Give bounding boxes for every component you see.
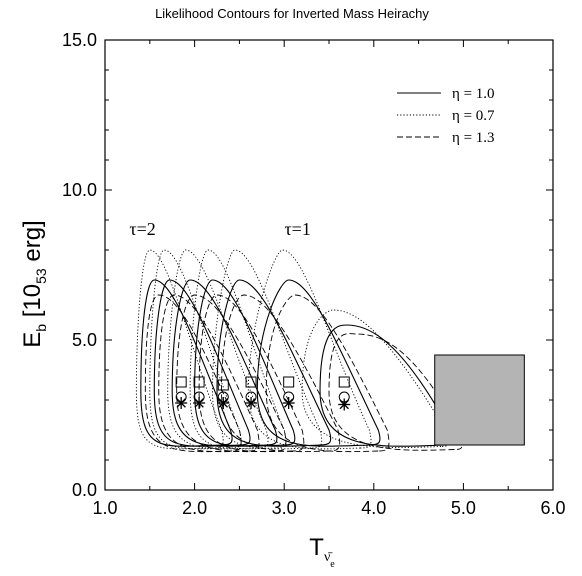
y-tick-label: 10.0: [62, 180, 97, 200]
legend-label: η = 1.3: [452, 130, 495, 146]
y-axis: 0.0 5.0 10.0 15.0: [62, 30, 553, 500]
marker-square: [245, 376, 257, 388]
x-axis-label-sub: ν̄: [324, 550, 333, 565]
x-axis-label: Tν̄e: [309, 534, 335, 570]
x-tick-label: 2.0: [182, 498, 207, 518]
legend: η = 1.0 η = 0.7 η = 1.3: [397, 86, 495, 146]
marker-star: [194, 398, 204, 408]
contour-solid: [216, 279, 332, 447]
contour-dashed: [265, 294, 390, 453]
x-tick-label: 5.0: [451, 498, 476, 518]
x-axis: 1.0 2.0 3.0 4.0 5.0 6.0: [92, 40, 566, 518]
y-axis-label-sub: b: [33, 324, 49, 332]
marker-set: [175, 376, 351, 411]
y-axis-label-main: E: [19, 332, 46, 348]
x-tick-label: 1.0: [92, 498, 117, 518]
contour-dotted: [135, 249, 224, 450]
marker-star: [176, 398, 186, 408]
marker-square: [175, 376, 187, 388]
marker-star: [246, 398, 256, 408]
annotation-set: τ=2 τ=1: [129, 219, 310, 239]
marker-star: [283, 398, 294, 408]
marker-star: [218, 398, 228, 408]
x-tick-label: 3.0: [272, 498, 297, 518]
marker-square: [217, 379, 229, 391]
x-tick-label: 4.0: [361, 498, 386, 518]
contour-dashed: [176, 294, 287, 453]
legend-label: η = 0.7: [452, 108, 495, 124]
contour-dashed: [144, 294, 242, 453]
y-axis-label: Eb [1053 erg]: [19, 220, 49, 347]
contour-set: [135, 249, 463, 453]
x-axis-label-main: T: [309, 534, 324, 561]
y-tick-label: 0.0: [72, 480, 97, 500]
x-axis-label-subsub: e: [330, 559, 335, 570]
contour-dotted: [167, 249, 269, 450]
contour-solid: [256, 279, 381, 447]
y-axis-label-unit: erg]: [19, 220, 46, 268]
contour-dotted: [212, 249, 323, 450]
contour-solid: [140, 279, 233, 447]
y-tick-label: 15.0: [62, 30, 97, 50]
shaded-region: [434, 354, 525, 446]
x-tick-label: 6.0: [540, 498, 565, 518]
marker-star: [339, 399, 349, 410]
legend-label: η = 1.0: [452, 86, 495, 102]
y-axis-label-rest: [10: [19, 284, 46, 324]
shaded-region-group: [434, 354, 525, 446]
y-axis-label-exp: 53: [33, 268, 49, 284]
y-tick-label: 5.0: [72, 330, 97, 350]
contour-dashed: [221, 294, 341, 453]
tau-annotation: τ=2: [129, 219, 155, 239]
marker-square: [193, 376, 205, 388]
contour-dotted: [247, 249, 372, 450]
contour-solid: [171, 279, 278, 447]
marker-square: [338, 376, 350, 388]
contour-solid: [153, 279, 251, 447]
marker-square: [283, 376, 295, 388]
contour-solid: [194, 279, 296, 447]
contour-dashed: [198, 294, 305, 453]
tau-annotation: τ=1: [284, 219, 310, 239]
chart-title: Likelihood Contours for Inverted Mass He…: [155, 6, 429, 21]
